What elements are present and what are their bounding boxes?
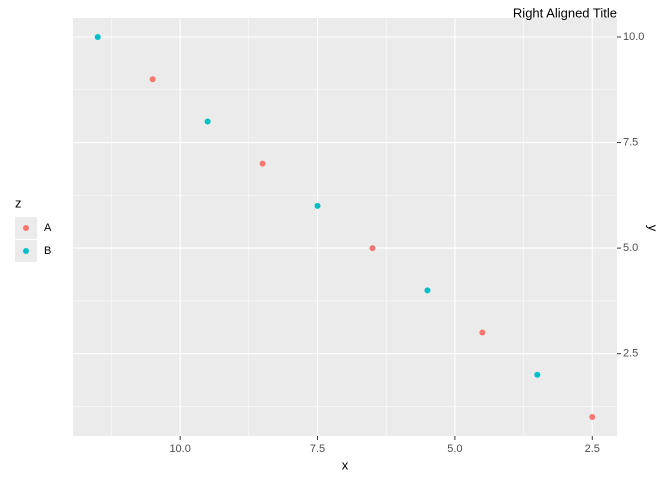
- legend-title: z: [15, 195, 22, 210]
- y-tick-label: 2.5: [623, 348, 638, 360]
- x-tick-label: 5.0: [447, 443, 462, 455]
- point: [424, 287, 431, 294]
- legend-label: B: [44, 245, 51, 257]
- x-tick-label: 10.0: [169, 443, 190, 455]
- point: [589, 414, 596, 420]
- point: [94, 34, 101, 40]
- panel: [73, 18, 617, 436]
- y-tick-label: 10.0: [623, 31, 644, 43]
- legend-marker: [23, 248, 29, 254]
- y-tick-label: 7.5: [623, 136, 638, 148]
- y-axis-label: y: [646, 225, 661, 232]
- point: [369, 245, 376, 252]
- point: [534, 371, 541, 378]
- chart-title: Right Aligned Title: [513, 5, 617, 20]
- point: [149, 76, 156, 83]
- point: [259, 160, 266, 167]
- point: [314, 202, 321, 209]
- x-tick-label: 7.5: [310, 443, 325, 455]
- point: [479, 329, 486, 336]
- point: [204, 118, 211, 125]
- legend-marker: [23, 225, 29, 231]
- x-axis-label: x: [342, 457, 349, 472]
- y-tick-label: 5.0: [623, 242, 638, 254]
- legend-label: A: [44, 222, 52, 234]
- x-tick-label: 2.5: [585, 443, 600, 455]
